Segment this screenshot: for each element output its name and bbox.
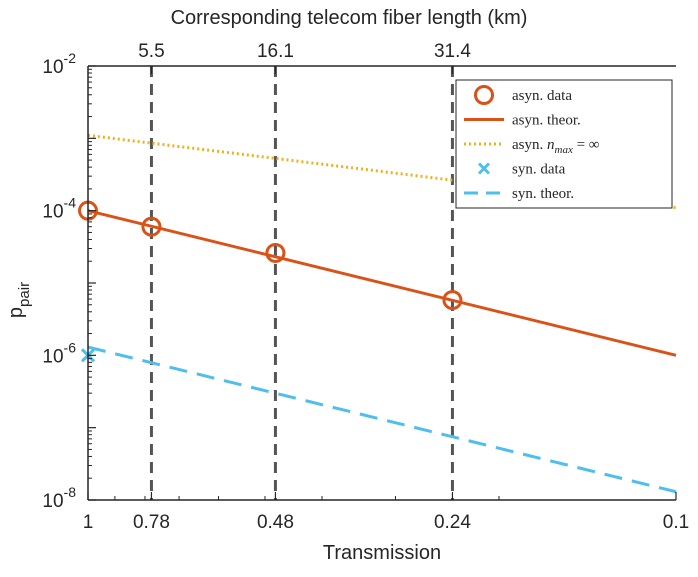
y-axis-title-main: p (5, 307, 27, 318)
legend-box (455, 79, 673, 209)
top-axis-title: Corresponding telecom fiber length (km) (171, 7, 528, 29)
legend-label-1: asyn. theor. (512, 113, 581, 129)
legend-label-0: asyn. data (512, 88, 572, 104)
x-tick-label: 0.24 (434, 512, 471, 533)
label-layer: Corresponding telecom fiber length (km) … (5, 7, 527, 564)
series-asyn-data-point-2 (265, 242, 286, 263)
series-asyn-data-point-1 (141, 216, 162, 237)
legend-symbol-3 (477, 162, 491, 175)
x-tick-label: 1 (83, 512, 94, 533)
x-tick-label: 0.78 (133, 512, 170, 533)
x-tick-label: 0.1 (663, 512, 689, 533)
series-syn-theor--line (87, 345, 677, 494)
y-axis-title-subscript: pair (16, 282, 33, 307)
series-asyn-nmax--line (87, 133, 677, 210)
legend: asyn. data asyn. theor. asyn. nmax = ∞ syn.… (455, 79, 673, 209)
top-tick-label: 31.4 (434, 41, 471, 62)
axis-layer: 10-8 10-6 10-4 10-2 1 0.78 0.48 0.24 0.1 5.5 16.1 3… (42, 41, 689, 533)
top-tick-label: 16.1 (257, 41, 294, 62)
series-asyn-theor--line (87, 209, 677, 357)
x-tick-label: 0.48 (257, 512, 294, 533)
x-axis-title: Transmission (323, 542, 441, 564)
legend-label-4: syn. theor. (512, 186, 574, 202)
y-tick-label: 10-4 (42, 195, 76, 223)
y-axis-title: ppair (5, 282, 33, 318)
series-asyn-data-point-3 (442, 290, 463, 311)
legend-label-3: syn. data (512, 162, 566, 178)
top-tick-label: 5.5 (138, 41, 164, 62)
svg-text:ppair: ppair (5, 282, 33, 318)
y-tick-label: 10-8 (42, 484, 76, 512)
legend-symbol-0 (474, 85, 494, 105)
y-tick-label: 10-6 (42, 339, 76, 367)
grid-layer (149, 66, 454, 500)
y-tick-label: 10-2 (42, 50, 76, 78)
legend-label-2: asyn. nmax = ∞ (512, 137, 599, 156)
